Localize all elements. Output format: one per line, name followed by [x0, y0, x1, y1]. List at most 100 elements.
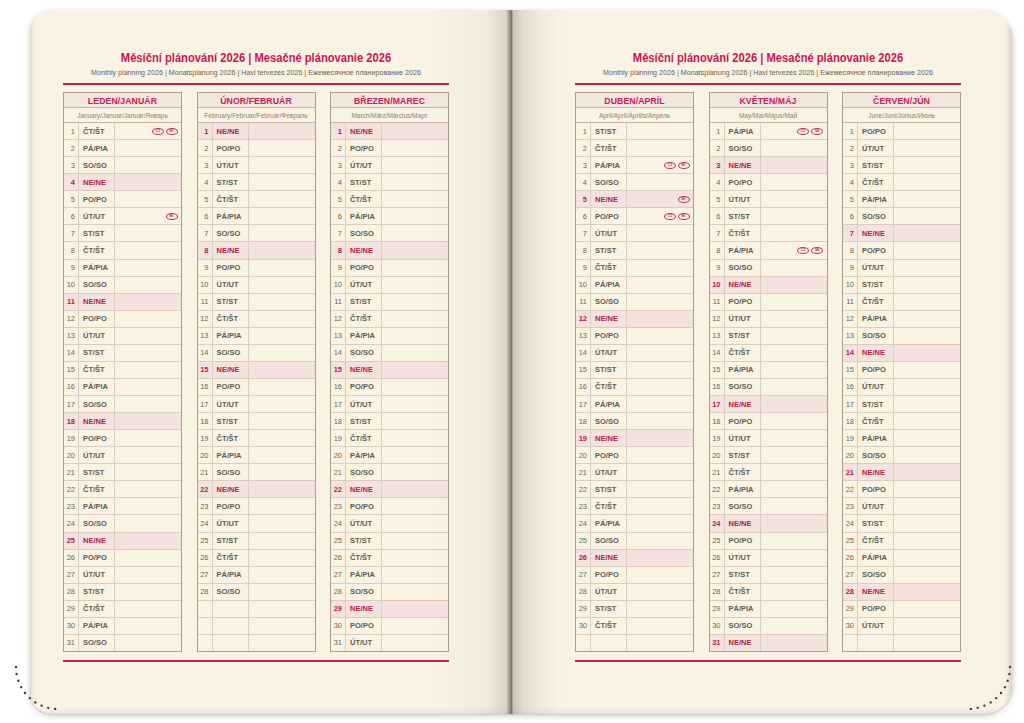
day-number: 20	[710, 447, 725, 463]
day-abbreviation: SO/SO	[79, 277, 115, 293]
day-abbreviation: ČT/ŠT	[725, 345, 761, 361]
day-number: 16	[576, 379, 591, 395]
day-number: 10	[710, 277, 725, 293]
day-row: 9ÚT/UT	[843, 259, 960, 276]
day-note-area	[382, 635, 448, 651]
day-row: 10PÁ/PIA	[576, 276, 693, 293]
day-note-area	[382, 601, 448, 617]
day-number: 2	[331, 140, 346, 156]
day-row: 21NE/NE	[843, 463, 960, 480]
day-abbreviation: PÁ/PIA	[213, 208, 249, 224]
day-abbreviation: PÁ/PIA	[725, 362, 761, 378]
month-grid: 1PO/PO2ÚT/UT3ST/ST4ČT/ŠT5PÁ/PIA6SO/SO7NE…	[843, 123, 960, 651]
day-number: 29	[331, 601, 346, 617]
day-number: 27	[843, 567, 858, 583]
day-abbreviation: NE/NE	[346, 123, 382, 139]
day-note-area	[761, 430, 827, 446]
day-row: 22NE/NE	[331, 480, 448, 497]
day-abbreviation: ST/ST	[725, 328, 761, 344]
day-row: 7ČT/ŠT	[710, 224, 827, 241]
day-abbreviation: ST/ST	[591, 601, 627, 617]
day-abbreviation: ÚT/UT	[346, 635, 382, 651]
day-row: 14ST/ST	[64, 344, 181, 361]
day-number: 31	[331, 635, 346, 651]
day-note-area	[249, 379, 315, 395]
day-row: 30ÚT/UT	[843, 617, 960, 634]
day-abbreviation: ÚT/UT	[79, 328, 115, 344]
day-number: 6	[710, 208, 725, 224]
day-note-area	[761, 533, 827, 549]
day-abbreviation: NE/NE	[858, 225, 894, 241]
day-row: 5PÁ/PIA	[843, 190, 960, 207]
day-row: 25ST/ST	[331, 532, 448, 549]
empty-row	[576, 634, 693, 651]
day-note-area	[382, 174, 448, 190]
day-note-area	[627, 618, 693, 634]
day-abbreviation: PÁ/PIA	[858, 191, 894, 207]
day-number: 24	[576, 515, 591, 531]
day-note-area	[894, 328, 960, 344]
day-row: 2PO/PO	[198, 139, 315, 156]
day-note-area	[627, 481, 693, 497]
day-note-area	[115, 464, 181, 480]
day-number: 23	[64, 498, 79, 514]
day-note-area	[627, 430, 693, 446]
day-number: 26	[198, 550, 213, 566]
day-row: 8NE/NE	[331, 241, 448, 258]
day-number: 13	[331, 328, 346, 344]
day-abbreviation: PO/PO	[858, 481, 894, 497]
day-number: 5	[198, 191, 213, 207]
day-number: 20	[64, 447, 79, 463]
day-row: 29PO/PO	[843, 600, 960, 617]
day-abbreviation: PÁ/PIA	[346, 328, 382, 344]
day-abbreviation: PÁ/PIA	[591, 515, 627, 531]
day-row: 5ČT/ŠT	[198, 190, 315, 207]
day-abbreviation: PO/PO	[79, 311, 115, 327]
day-abbreviation: ÚT/UT	[213, 277, 249, 293]
day-row: 27PO/PO	[576, 566, 693, 583]
day-note-area	[761, 294, 827, 310]
day-note-area	[627, 123, 693, 139]
day-row: 11PO/PO	[710, 293, 827, 310]
day-number: 19	[198, 430, 213, 446]
day-abbreviation: NE/NE	[591, 191, 627, 207]
day-number: 2	[710, 140, 725, 156]
cz-holiday-icon: CZ	[797, 128, 809, 135]
day-abbreviation: PÁ/PIA	[213, 447, 249, 463]
day-note-area	[382, 294, 448, 310]
day-note-area	[894, 345, 960, 361]
day-row: 17ÚT/UT	[331, 395, 448, 412]
day-abbreviation: ČT/ŠT	[591, 498, 627, 514]
day-number: 20	[576, 447, 591, 463]
day-row: 24PÁ/PIA	[576, 514, 693, 531]
day-number: 17	[64, 396, 79, 412]
day-row: 19ÚT/UT	[710, 429, 827, 446]
day-note-area	[894, 618, 960, 634]
day-note-area	[761, 174, 827, 190]
day-row: 24ST/ST	[843, 514, 960, 531]
month-name: DUBEN/APRÍL	[576, 93, 693, 108]
day-note-area	[761, 208, 827, 224]
day-abbreviation: ÚT/UT	[79, 567, 115, 583]
day-note-area	[382, 225, 448, 241]
day-note-area	[249, 174, 315, 190]
day-row: 24ÚT/UT	[198, 514, 315, 531]
day-note-area	[894, 481, 960, 497]
day-abbreviation: PO/PO	[346, 498, 382, 514]
day-note-area	[382, 584, 448, 600]
day-number: 30	[331, 618, 346, 634]
day-row: 23PO/PO	[198, 497, 315, 514]
day-row: 30PO/PO	[331, 617, 448, 634]
day-abbreviation: NE/NE	[79, 174, 115, 190]
day-number: 2	[843, 140, 858, 156]
day-abbreviation: ST/ST	[346, 174, 382, 190]
day-abbreviation: SO/SO	[725, 140, 761, 156]
day-abbreviation: SO/SO	[79, 157, 115, 173]
day-note-area	[627, 464, 693, 480]
day-number: 29	[576, 601, 591, 617]
day-number: 7	[576, 225, 591, 241]
day-number: 8	[843, 242, 858, 258]
cz-holiday-icon: CZ	[664, 162, 676, 169]
day-abbreviation: SO/SO	[858, 328, 894, 344]
day-row: 16PO/PO	[331, 378, 448, 395]
